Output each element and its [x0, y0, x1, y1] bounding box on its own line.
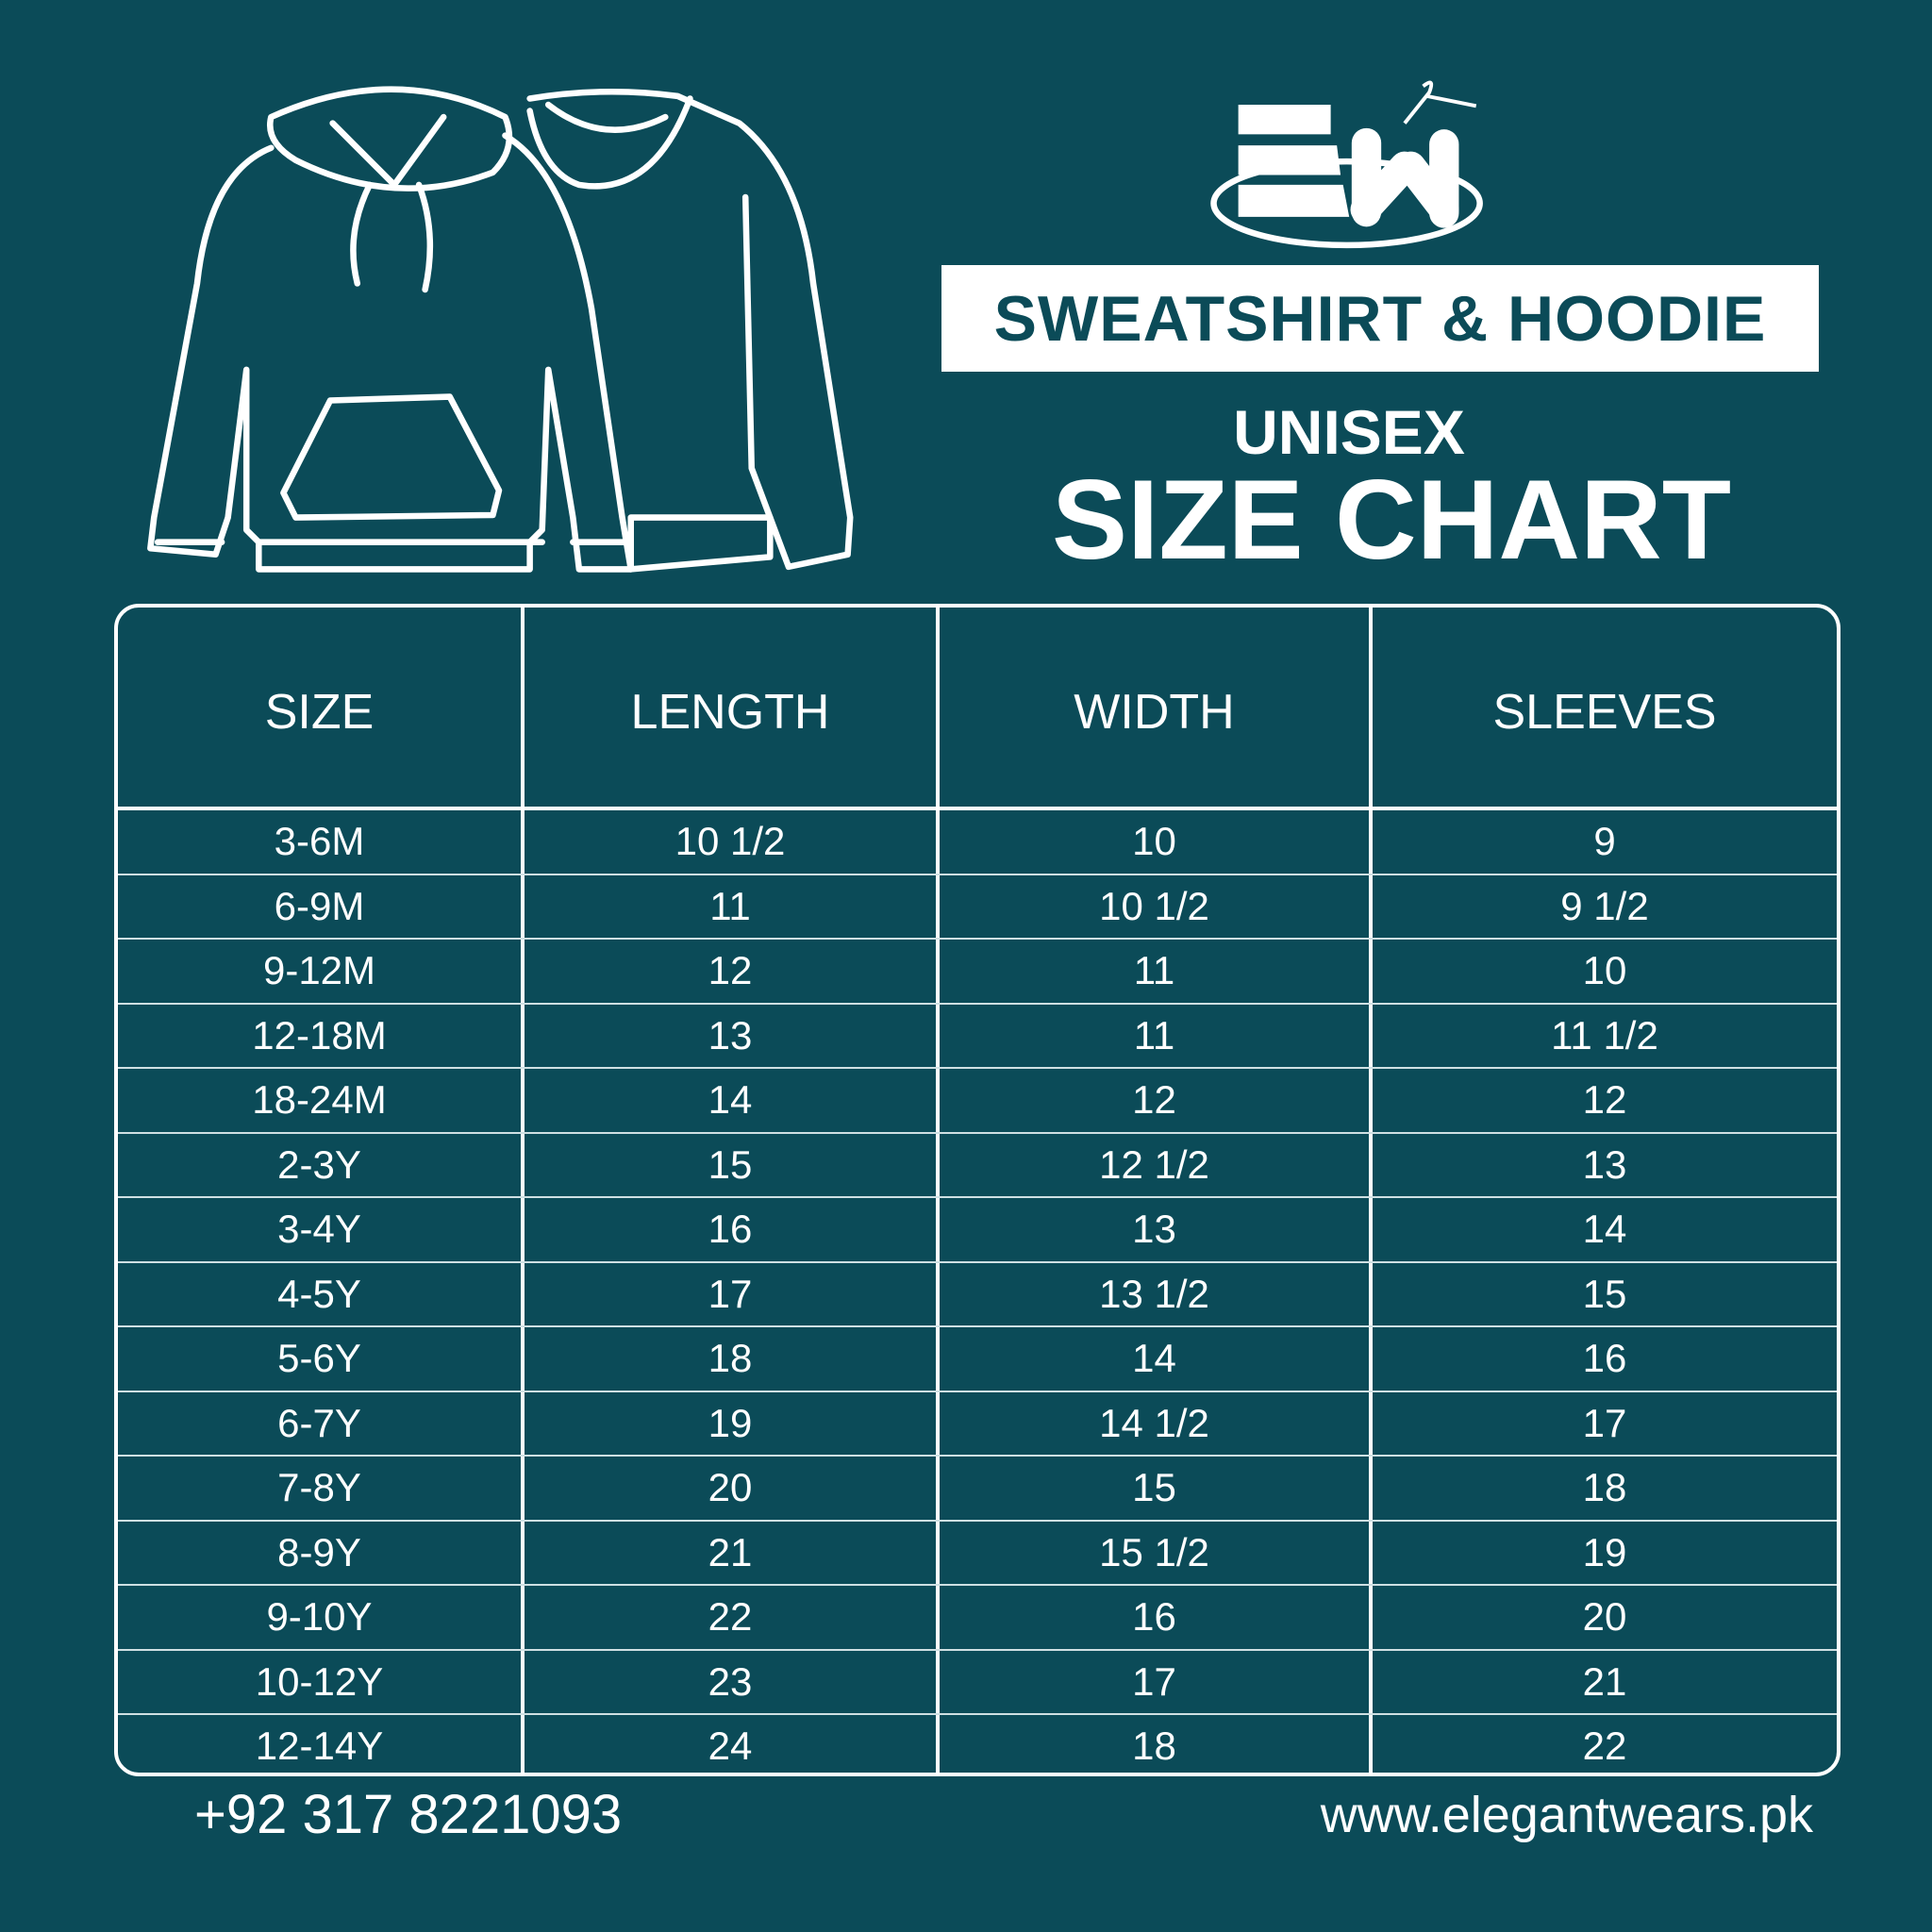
cell-width: 12 1/2	[940, 1133, 1373, 1196]
phone-number: +92 317 8221093	[194, 1784, 623, 1845]
cell-width: 10	[940, 810, 1373, 874]
cell-length: 12	[525, 940, 940, 1003]
column-header-sleeves: SLEEVES	[1492, 684, 1717, 740]
cell-length: 19	[525, 1391, 940, 1455]
hoodie-sweatshirt-illustration	[147, 86, 854, 573]
cell-length: 11	[525, 874, 940, 938]
table-row: 3-6M 10 1/2 10 9	[118, 810, 1837, 875]
cell-sleeves: 12	[1582, 1077, 1627, 1123]
cell-sleeves: 11 1/2	[1551, 1012, 1658, 1058]
cell-length: 16	[525, 1198, 940, 1261]
cell-size: 6-7Y	[118, 1391, 525, 1455]
size-table: SIZE LENGTH WIDTH SLEEVES 3-6M 10 1/2 10 9 6…	[114, 604, 1840, 1776]
table-row: 18-24M 14 12 12	[118, 1069, 1837, 1134]
cell-length: 10 1/2	[525, 810, 940, 874]
website-url: www.elegantwears.pk	[1320, 1787, 1813, 1843]
cell-sleeves: 15	[1582, 1271, 1627, 1316]
cell-size: 18-24M	[118, 1069, 525, 1132]
cell-width: 13	[940, 1198, 1373, 1261]
table-body: 3-6M 10 1/2 10 9 6-9M 11 10 1/2 9 1/2 9-12M 12 11 1…	[118, 810, 1837, 1773]
cell-width: 16	[940, 1586, 1373, 1649]
cell-size: 9-12M	[118, 940, 525, 1003]
cell-length: 23	[525, 1650, 940, 1713]
cell-length: 21	[525, 1521, 940, 1584]
cell-sleeves: 10	[1582, 948, 1627, 993]
cell-size: 3-4Y	[118, 1198, 525, 1261]
table-row: 10-12Y 23 17 21	[118, 1650, 1837, 1715]
product-title-banner: SWEATSHIRT & HOODIE	[941, 265, 1819, 372]
table-row: 5-6Y 18 14 16	[118, 1327, 1837, 1392]
cell-length: 18	[525, 1327, 940, 1391]
cell-sleeves: 17	[1582, 1400, 1627, 1445]
cell-sleeves: 20	[1582, 1594, 1627, 1640]
cell-size: 9-10Y	[118, 1586, 525, 1649]
cell-width: 17	[940, 1650, 1373, 1713]
cell-size: 8-9Y	[118, 1521, 525, 1584]
table-row: 3-4Y 16 13 14	[118, 1198, 1837, 1263]
cell-length: 14	[525, 1069, 940, 1132]
table-row: 9-10Y 22 16 20	[118, 1586, 1837, 1651]
cell-size: 5-6Y	[118, 1327, 525, 1391]
cell-sleeves: 19	[1582, 1529, 1627, 1574]
table-row: 12-18M 13 11 11 1/2	[118, 1004, 1837, 1069]
cell-length: 20	[525, 1457, 940, 1520]
cell-size: 2-3Y	[118, 1133, 525, 1196]
table-row: 9-12M 12 11 10	[118, 940, 1837, 1005]
table-row: 7-8Y 20 15 18	[118, 1457, 1837, 1522]
cell-width: 12	[940, 1069, 1373, 1132]
cell-sleeves: 14	[1582, 1207, 1627, 1252]
cell-size: 12-18M	[118, 1004, 525, 1067]
cell-length: 22	[525, 1586, 940, 1649]
cell-width: 14	[940, 1327, 1373, 1391]
cell-length: 15	[525, 1133, 940, 1196]
cell-size: 12-14Y	[118, 1715, 525, 1773]
cell-sleeves: 22	[1582, 1724, 1627, 1769]
table-row: 6-9M 11 10 1/2 9 1/2	[118, 874, 1837, 940]
column-header-length: LENGTH	[525, 608, 940, 807]
cell-sleeves: 13	[1582, 1141, 1627, 1187]
column-header-width: WIDTH	[940, 608, 1373, 807]
cell-width: 15 1/2	[940, 1521, 1373, 1584]
cell-size: 6-9M	[118, 874, 525, 938]
cell-size: 7-8Y	[118, 1457, 525, 1520]
ew-logo	[1210, 80, 1483, 249]
page-title: SIZE CHART	[1052, 457, 1731, 583]
table-row: 2-3Y 15 12 1/2 13	[118, 1133, 1837, 1198]
cell-width: 15	[940, 1457, 1373, 1520]
subtitle: UNISEX	[1233, 397, 1465, 467]
cell-width: 10 1/2	[940, 874, 1373, 938]
cell-width: 13 1/2	[940, 1262, 1373, 1325]
cell-sleeves: 18	[1582, 1465, 1627, 1510]
product-title: SWEATSHIRT & HOODIE	[993, 282, 1767, 355]
cell-width: 11	[940, 1004, 1373, 1067]
cell-width: 11	[940, 940, 1373, 1003]
cell-size: 4-5Y	[118, 1262, 525, 1325]
cell-width: 14 1/2	[940, 1391, 1373, 1455]
cell-length: 17	[525, 1262, 940, 1325]
cell-sleeves: 16	[1582, 1336, 1627, 1381]
table-row: 8-9Y 21 15 1/2 19	[118, 1521, 1837, 1586]
cell-length: 13	[525, 1004, 940, 1067]
table-row: 12-14Y 24 18 22	[118, 1715, 1837, 1773]
cell-width: 18	[940, 1715, 1373, 1773]
cell-length: 24	[525, 1715, 940, 1773]
table-row: 6-7Y 19 14 1/2 17	[118, 1391, 1837, 1457]
cell-sleeves: 21	[1582, 1658, 1627, 1704]
table-row: 4-5Y 17 13 1/2 15	[118, 1262, 1837, 1327]
cell-sleeves: 9	[1593, 819, 1616, 864]
column-header-size: SIZE	[118, 608, 525, 807]
cell-size: 10-12Y	[118, 1650, 525, 1713]
table-header: SIZE LENGTH WIDTH SLEEVES	[118, 608, 1837, 810]
cell-size: 3-6M	[118, 810, 525, 874]
cell-sleeves: 9 1/2	[1560, 883, 1649, 928]
